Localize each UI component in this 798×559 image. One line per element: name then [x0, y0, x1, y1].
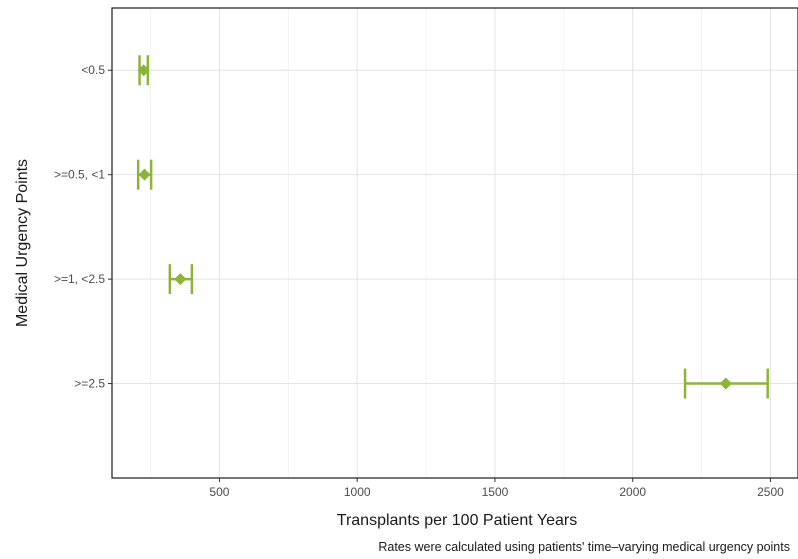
point-estimate-marker	[174, 273, 187, 286]
x-axis-title: Transplants per 100 Patient Years	[337, 512, 577, 529]
point-estimate-marker	[138, 168, 151, 181]
x-tick-label: 1500	[482, 485, 509, 499]
chart-caption: Rates were calculated using patients' ti…	[378, 540, 790, 554]
y-tick-label: <0.5	[81, 63, 105, 77]
y-tick-label: >=0.5, <1	[54, 168, 105, 182]
error-bar	[168, 264, 194, 295]
point-estimate-marker	[719, 377, 732, 390]
data-marks	[136, 55, 769, 399]
grid-lines	[112, 8, 798, 478]
error-bar	[136, 159, 153, 190]
plot-panel-border	[111, 7, 798, 479]
y-tick-label: >=1, <2.5	[54, 272, 105, 286]
x-tick-label: 2000	[619, 485, 646, 499]
x-tick-labels: 500 1000 1500 2000 2500	[209, 478, 784, 499]
error-bar	[683, 368, 769, 399]
error-bar	[137, 55, 150, 86]
y-axis-title: Medical Urgency Points	[14, 159, 31, 327]
point-estimate-marker	[137, 64, 150, 77]
x-tick-label: 2500	[757, 485, 784, 499]
y-tick-labels: <0.5 >=0.5, <1 >=1, <2.5 >=2.5	[54, 63, 112, 391]
x-tick-label: 500	[209, 485, 229, 499]
y-tick-label: >=2.5	[74, 377, 105, 391]
x-tick-label: 1000	[344, 485, 371, 499]
